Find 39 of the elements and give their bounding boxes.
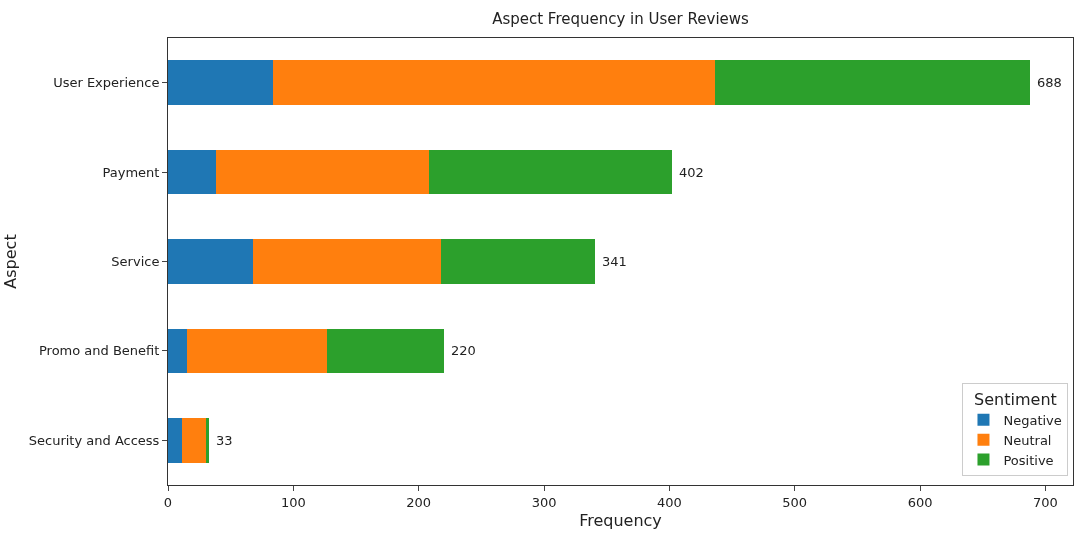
y-tick-label: Service bbox=[111, 254, 160, 270]
x-tick-label: 400 bbox=[656, 494, 682, 510]
y-tick-label: User Experience bbox=[53, 75, 160, 91]
bar bbox=[168, 328, 187, 374]
bar bbox=[168, 60, 274, 106]
y-axis-title: Aspect bbox=[0, 234, 20, 289]
bar bbox=[428, 149, 672, 195]
x-tick-label: 0 bbox=[163, 494, 173, 510]
legend-label: Positive bbox=[1003, 452, 1054, 468]
x-tick-label: 600 bbox=[907, 494, 933, 510]
y-tick-label: Promo and Benefit bbox=[38, 343, 160, 359]
bar bbox=[215, 149, 429, 195]
total-label: 220 bbox=[451, 343, 476, 358]
bar bbox=[273, 60, 715, 106]
bar bbox=[168, 239, 254, 284]
x-axis-title: Frequency bbox=[579, 511, 662, 531]
chart-title: Aspect Frequency in User Reviews bbox=[492, 9, 750, 28]
legend-title: Sentiment bbox=[974, 389, 1057, 409]
total-label: 33 bbox=[216, 433, 233, 448]
bar bbox=[253, 239, 442, 284]
total-label: 341 bbox=[602, 254, 627, 269]
bar bbox=[181, 417, 206, 463]
bar bbox=[168, 149, 216, 195]
x-tick-label: 100 bbox=[280, 494, 306, 510]
total-label: 402 bbox=[679, 165, 704, 180]
y-tick-label: Security and Access bbox=[28, 432, 160, 448]
x-tick-label: 500 bbox=[782, 494, 808, 510]
bar bbox=[327, 328, 444, 374]
x-tick-label: 200 bbox=[406, 494, 432, 510]
bar bbox=[168, 417, 182, 463]
x-tick-label: 700 bbox=[1033, 494, 1058, 510]
x-tick-label: 300 bbox=[531, 494, 557, 510]
legend-label: Negative bbox=[1003, 412, 1062, 428]
bar bbox=[441, 239, 596, 284]
y-tick-label: Payment bbox=[102, 164, 160, 180]
bar bbox=[714, 60, 1031, 106]
legend-label: Neutral bbox=[1003, 432, 1052, 448]
total-label: 688 bbox=[1037, 75, 1062, 90]
bar bbox=[186, 328, 328, 374]
